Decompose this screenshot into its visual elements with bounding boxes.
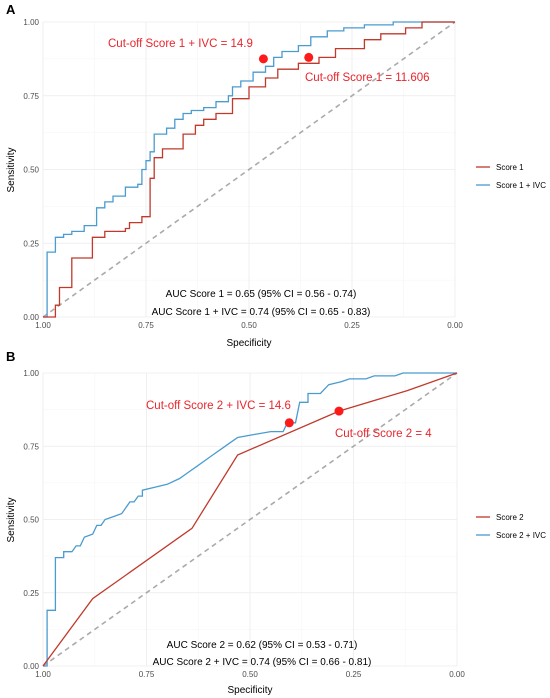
auc-annotation: AUC Score 2 + IVC = 0.74 (95% CI = 0.66 …	[153, 657, 372, 668]
x-tick-label: 0.50	[241, 321, 257, 330]
cutoff-point	[284, 418, 294, 428]
x-axis-title: Specificity	[227, 685, 272, 696]
panel-label: B	[6, 349, 15, 364]
y-tick-label: 0.50	[23, 516, 39, 525]
roc-panel-a: A 1.00 0.75 0.50 0.25 0.00 0.00 0.25 0.50 0.75 1.0…	[6, 2, 546, 349]
auc-annotation: AUC Score 1 = 0.65 (95% CI = 0.56 - 0.74…	[166, 289, 357, 300]
y-tick-label: 1.00	[23, 369, 39, 378]
y-tick-label: 0.00	[23, 662, 39, 671]
cutoff-point	[258, 54, 268, 64]
x-tick-label: 0.00	[447, 321, 463, 330]
roc-curve-score-2	[42, 372, 458, 667]
y-tick-label: 0.00	[23, 313, 39, 322]
roc-curve-score-1	[43, 21, 455, 318]
cutoff-label: Cut-off Score 2 = 4	[335, 428, 432, 440]
cutoff-point	[334, 406, 344, 416]
y-tick-label: 0.50	[23, 166, 39, 175]
roc-panel-b: B 1.00 0.75 0.50 0.25 0.00 0.00 0.25 0.50 0.75 1.0…	[6, 349, 546, 696]
y-axis-title: Sensitivity	[6, 497, 17, 542]
legend-entry: Score 2	[496, 513, 524, 522]
x-tick-label: 0.75	[138, 321, 154, 330]
y-tick-label: 1.00	[23, 18, 39, 27]
x-tick-label: 0.25	[344, 321, 360, 330]
x-axis-title: Specificity	[226, 338, 271, 349]
roc-curve-score-2-ivc	[43, 372, 457, 667]
y-tick-label: 0.25	[23, 589, 39, 598]
auc-annotation: AUC Score 2 = 0.62 (95% CI = 0.53 - 0.71…	[167, 640, 358, 651]
legend-entry: Score 1 + IVC	[496, 181, 546, 190]
y-axis-title: Sensitivity	[6, 147, 17, 192]
x-tick-label: 0.50	[242, 670, 258, 679]
auc-annotation: AUC Score 1 + IVC = 0.74 (95% CI = 0.65 …	[152, 307, 371, 318]
x-tick-label: 0.75	[139, 670, 155, 679]
reference-diagonal	[42, 372, 458, 667]
cutoff-label: Cut-off Score 1 = 11.606	[305, 72, 430, 84]
reference-diagonal	[42, 21, 456, 318]
y-tick-label: 0.75	[23, 92, 39, 101]
legend-entry: Score 2 + IVC	[496, 531, 546, 540]
x-tick-label: 0.25	[346, 670, 362, 679]
panel-label: A	[6, 2, 16, 17]
y-tick-label: 0.75	[23, 442, 39, 451]
cutoff-point	[304, 52, 314, 62]
cutoff-label: Cut-off Score 2 + IVC = 14.6	[146, 400, 291, 412]
x-tick-label: 1.00	[35, 670, 51, 679]
x-tick-label: 1.00	[35, 321, 51, 330]
cutoff-label: Cut-off Score 1 + IVC = 14.9	[108, 38, 253, 50]
roc-curve-score-1-ivc	[43, 21, 455, 318]
y-tick-label: 0.25	[23, 239, 39, 248]
legend-entry: Score 1	[496, 163, 524, 172]
x-tick-label: 0.00	[449, 670, 465, 679]
